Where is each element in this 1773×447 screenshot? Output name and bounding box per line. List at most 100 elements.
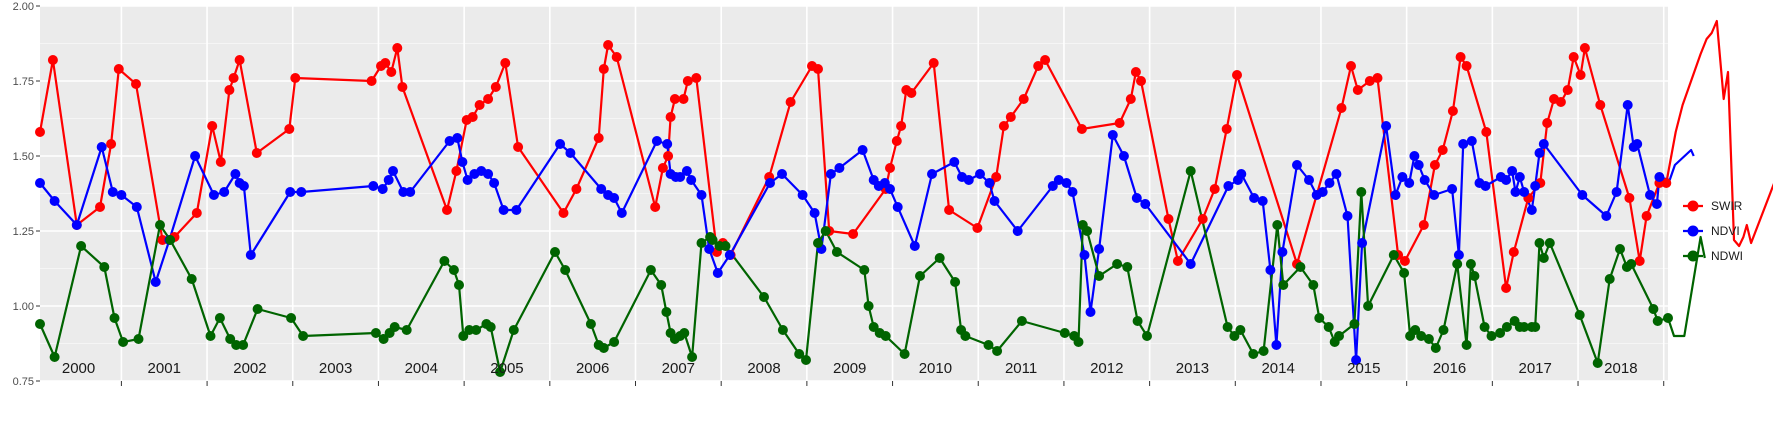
data-point-ndwi — [1349, 319, 1360, 329]
y-tick-label: 1.25 — [13, 226, 34, 238]
data-point-ndvi — [989, 196, 1000, 206]
data-point-swir — [991, 172, 1002, 182]
data-point-ndvi — [984, 178, 995, 188]
data-point-ndwi — [76, 241, 87, 251]
data-point-ndwi — [1592, 358, 1603, 368]
data-point-swir — [1661, 178, 1672, 188]
data-point-ndvi — [96, 142, 107, 152]
data-point-swir — [1595, 100, 1606, 110]
data-point-ndvi — [1107, 130, 1118, 140]
data-point-swir — [669, 94, 680, 104]
legend-label-swir: SWIR — [1711, 199, 1743, 213]
data-point-ndvi — [1085, 307, 1096, 317]
data-point-ndvi — [107, 187, 118, 197]
data-point-ndwi — [1272, 220, 1283, 230]
year-label: 2013 — [1176, 360, 1209, 377]
data-point-ndwi — [286, 313, 297, 323]
data-point-ndwi — [1235, 325, 1246, 335]
data-point-ndwi — [777, 325, 788, 335]
data-point-swir — [611, 52, 622, 62]
data-point-swir — [224, 85, 235, 95]
data-point-ndwi — [1663, 313, 1673, 323]
data-point-swir — [35, 127, 45, 137]
data-point-ndwi — [298, 331, 309, 341]
year-label: 2003 — [319, 360, 352, 377]
data-point-ndvi — [885, 184, 895, 194]
year-label: 2006 — [576, 360, 609, 377]
data-point-ndwi — [1652, 316, 1663, 326]
data-point-swir — [813, 64, 823, 74]
year-label: 2015 — [1347, 360, 1380, 377]
data-point-ndwi — [205, 331, 216, 341]
data-point-ndwi — [1258, 346, 1269, 356]
data-point-ndwi — [1142, 331, 1152, 341]
data-point-ndvi — [245, 250, 256, 260]
data-point-ndwi — [214, 313, 225, 323]
data-point-swir — [848, 229, 859, 239]
data-point-ndwi — [679, 328, 690, 338]
data-point-ndvi — [1480, 181, 1491, 191]
data-point-ndwi — [1016, 316, 1027, 326]
data-point-ndvi — [724, 250, 735, 260]
data-point-ndvi — [219, 187, 230, 197]
data-point-ndwi — [934, 253, 945, 263]
data-point-ndvi — [651, 136, 662, 146]
data-point-ndvi — [949, 157, 960, 167]
data-point-swir — [380, 58, 391, 68]
y-tick-label: 1.75 — [13, 76, 34, 88]
data-point-ndvi — [285, 187, 296, 197]
data-point-swir — [1130, 67, 1141, 77]
data-point-ndwi — [1248, 349, 1259, 359]
data-point-ndwi — [1604, 274, 1615, 284]
data-point-ndwi — [133, 334, 144, 344]
data-point-ndwi — [831, 247, 842, 257]
data-point-ndvi — [909, 241, 920, 251]
data-point-ndwi — [1222, 322, 1233, 332]
data-point-ndvi — [765, 178, 775, 188]
legend-key-point-ndwi — [1687, 250, 1699, 262]
data-point-ndwi — [1122, 262, 1133, 272]
data-point-ndwi — [1185, 166, 1196, 176]
data-point-ndvi — [1447, 184, 1458, 194]
data-point-ndvi — [825, 169, 836, 179]
data-point-swir — [500, 58, 511, 68]
data-point-ndwi — [550, 247, 560, 257]
data-point-ndwi — [1530, 322, 1541, 332]
data-point-ndvi — [975, 169, 985, 179]
data-point-swir — [1221, 124, 1232, 134]
data-point-ndvi — [1357, 238, 1368, 248]
data-point-ndvi — [1265, 265, 1276, 275]
data-point-ndwi — [720, 241, 731, 251]
data-point-ndvi — [565, 148, 576, 158]
data-point-swir — [663, 151, 674, 161]
data-point-ndwi — [915, 271, 925, 281]
data-point-ndwi — [759, 292, 769, 302]
data-point-ndvi — [609, 193, 620, 203]
year-label: 2002 — [233, 360, 266, 377]
data-point-ndvi — [71, 220, 82, 230]
data-point-ndvi — [462, 175, 473, 185]
y-tick-label: 2.00 — [13, 1, 34, 13]
data-point-ndvi — [1324, 178, 1335, 188]
data-point-ndvi — [1526, 205, 1537, 215]
data-point-swir — [1125, 94, 1136, 104]
year-label: 2001 — [148, 360, 181, 377]
data-point-swir — [906, 88, 917, 98]
data-point-swir — [1542, 118, 1553, 128]
plot-area: 2000 2001 2002 2003 2004 2005 2006 2007 2008 2009… — [35, 5, 1773, 382]
y-tick-label: 1.50 — [13, 151, 34, 163]
data-point-ndwi — [696, 238, 707, 248]
data-point-ndvi — [892, 202, 903, 212]
data-point-ndvi — [1342, 211, 1353, 221]
data-point-ndvi — [1094, 244, 1105, 254]
data-point-ndvi — [150, 277, 161, 287]
data-point-ndvi — [1632, 139, 1643, 149]
data-point-swir — [571, 184, 582, 194]
data-point-swir — [657, 163, 668, 173]
data-point-swir — [944, 205, 955, 215]
data-point-swir — [1568, 52, 1579, 62]
data-point-ndvi — [1538, 139, 1549, 149]
data-point-swir — [106, 139, 117, 149]
data-point-ndwi — [801, 355, 811, 365]
data-point-swir — [215, 157, 226, 167]
